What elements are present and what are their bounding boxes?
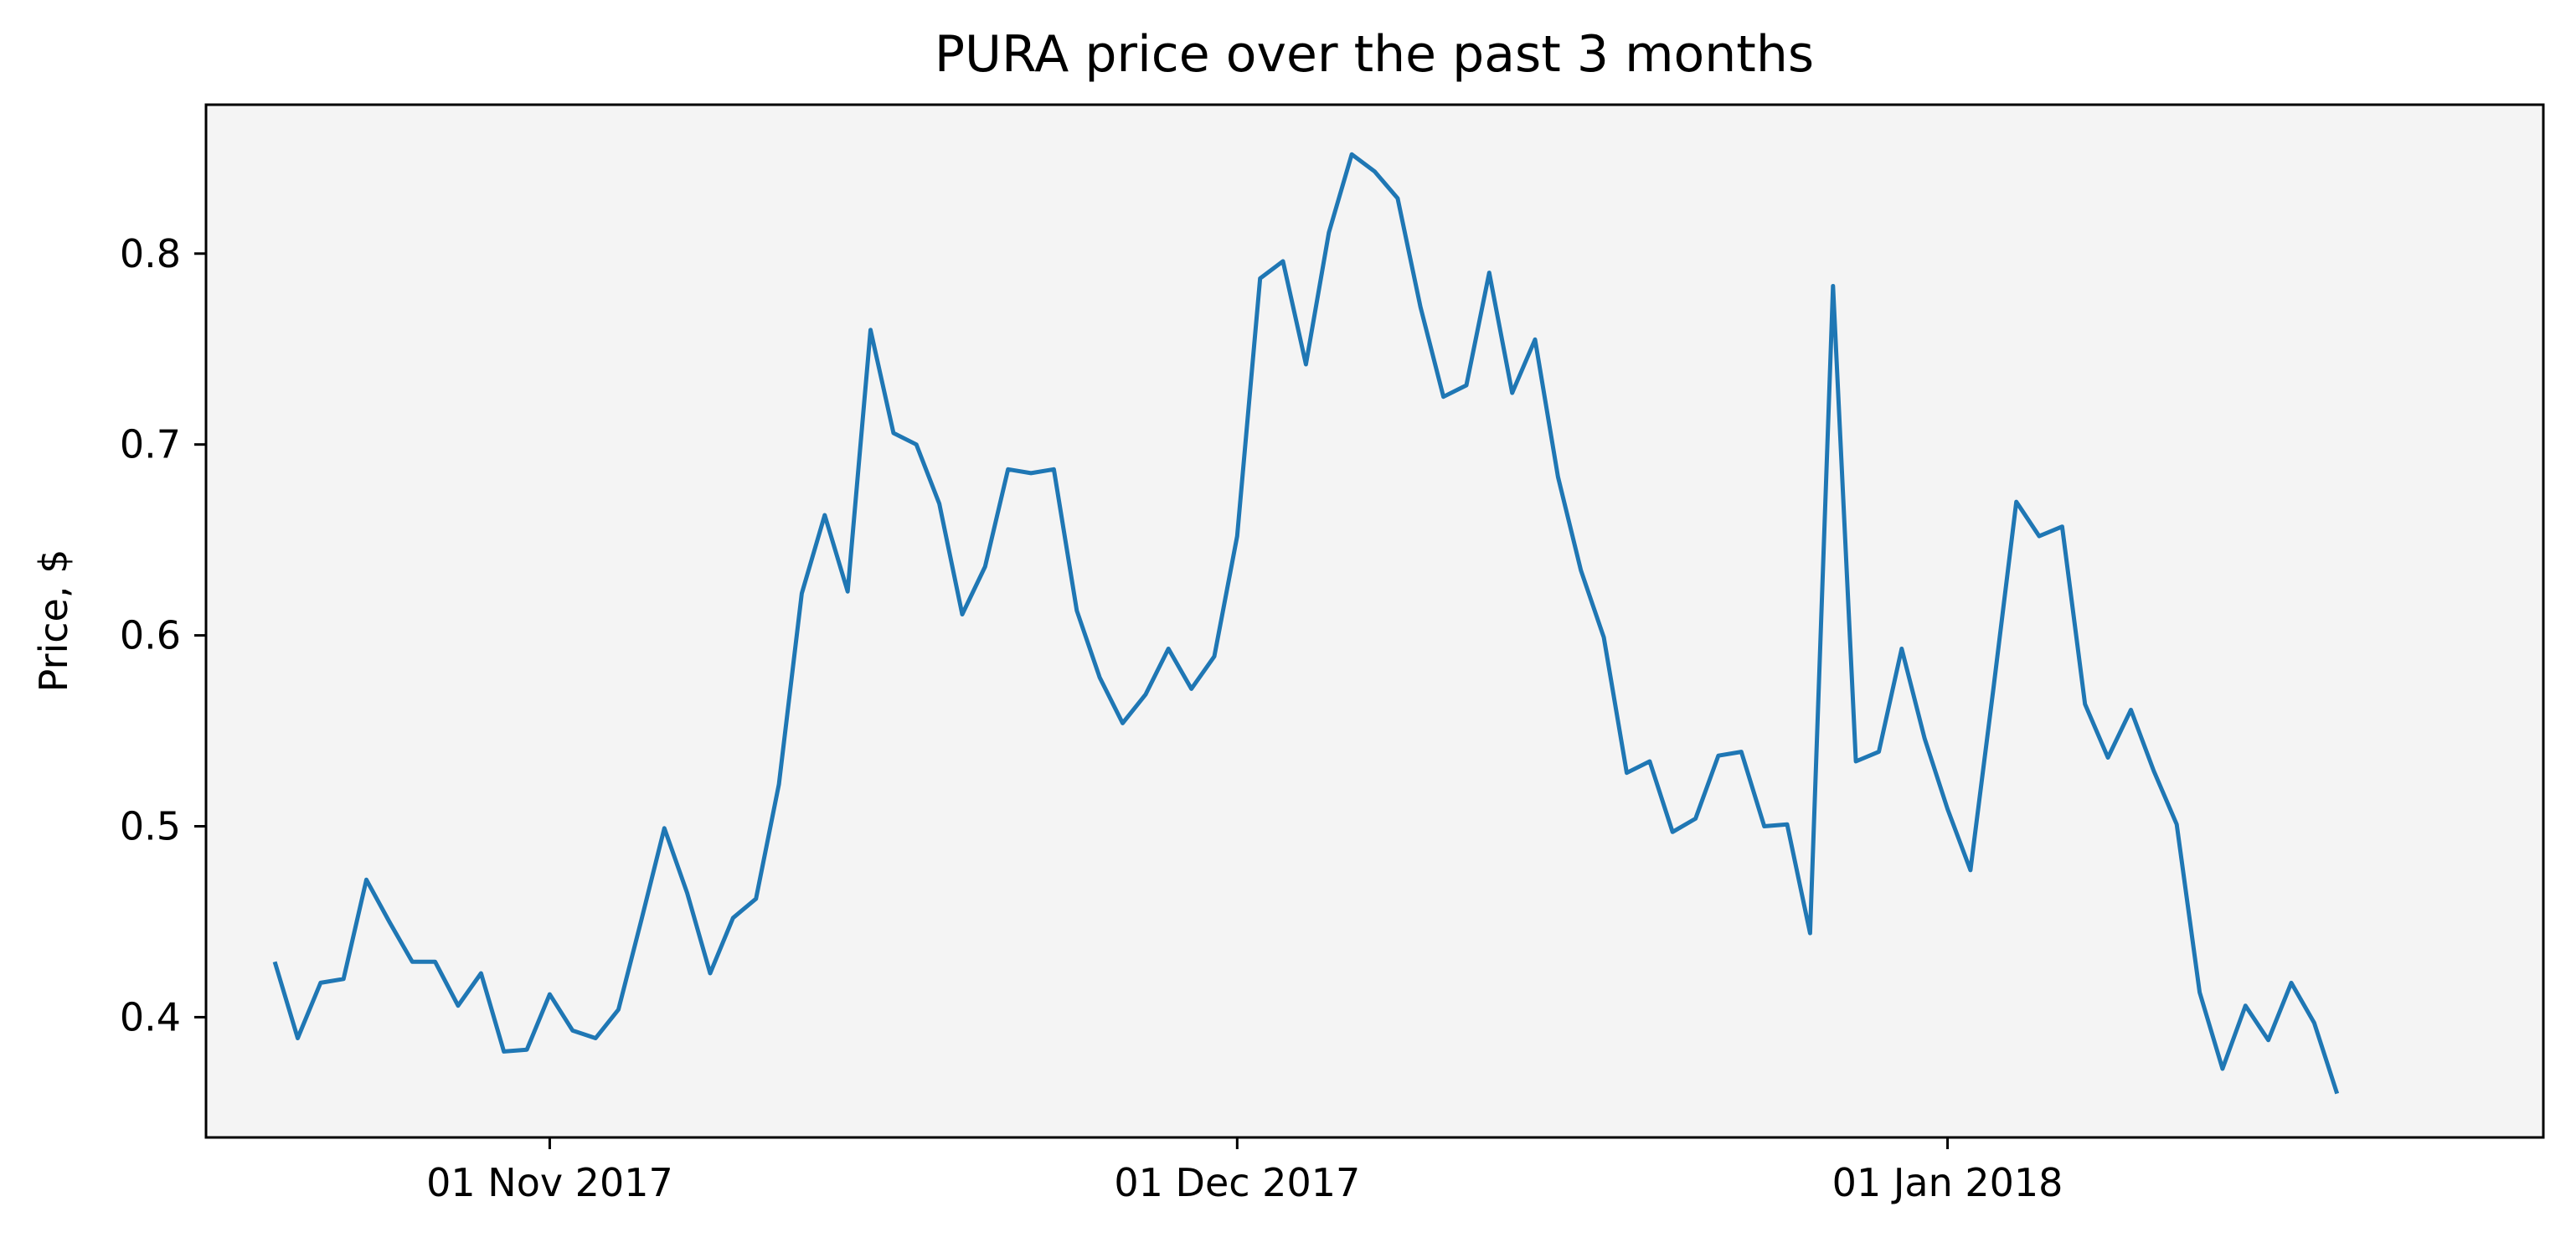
x-tick-label: 01 Dec 2017: [1114, 1160, 1360, 1205]
y-tick-label: 0.5: [120, 804, 181, 849]
plot-area-frame: [204, 103, 2545, 1139]
chart-title: PURA price over the past 3 months: [935, 25, 1814, 84]
x-tick-label: 01 Nov 2017: [426, 1160, 673, 1205]
y-tick-label: 0.7: [120, 422, 181, 467]
series-layer: [272, 152, 2340, 1095]
ticks-layer: 01 Nov 2017 01 Dec 2017 01 Jan 2018 0.4 0.5 0…: [120, 231, 2063, 1205]
y-tick-label: 0.6: [120, 613, 181, 658]
y-tick-label: 0.8: [120, 231, 181, 276]
y-tick-label: 0.4: [120, 994, 181, 1039]
plot-area-background: [206, 105, 2543, 1137]
y-axis-label: Price, $: [31, 549, 76, 693]
x-tick-label: 01 Jan 2018: [1832, 1160, 2063, 1205]
price-series-line: [272, 152, 2340, 1095]
